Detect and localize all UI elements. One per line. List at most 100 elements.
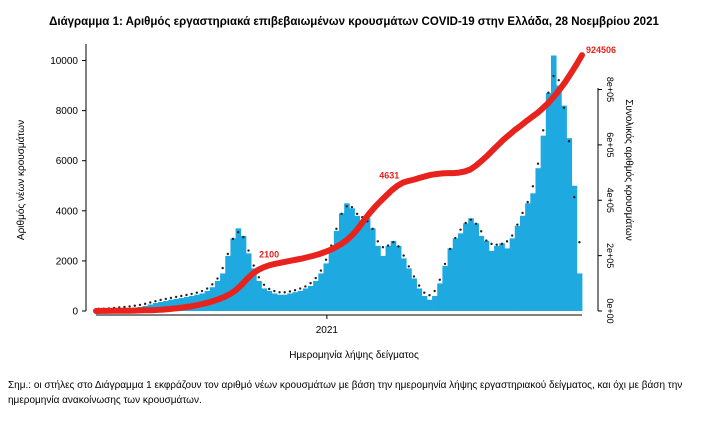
y-axis-right: 0e+00 2e+05 4e+05 6e+05 8e+05 <box>597 77 615 324</box>
avg-point <box>552 74 555 78</box>
avg-point <box>479 230 483 233</box>
bar <box>261 288 268 311</box>
avg-point <box>454 236 457 240</box>
footnote: Σημ.: οι στήλες στο Διάγραμμα 1 εκφράζου… <box>8 380 683 406</box>
avg-point <box>143 302 147 306</box>
bar <box>307 285 314 311</box>
avg-point <box>392 241 395 244</box>
avg-point <box>505 240 509 243</box>
bar <box>375 245 381 311</box>
bar <box>240 235 247 311</box>
annotation-low: 2100 <box>259 249 279 259</box>
bar <box>251 268 257 311</box>
avg-point <box>459 228 462 231</box>
bar <box>245 253 252 311</box>
bar <box>530 193 536 311</box>
avg-point <box>190 292 193 296</box>
avg-point <box>262 283 266 286</box>
avg-point <box>133 304 136 307</box>
bar <box>318 273 324 311</box>
bar <box>395 245 402 311</box>
avg-point <box>180 294 183 298</box>
bar <box>457 233 464 311</box>
avg-point <box>221 266 224 270</box>
bar <box>313 280 319 311</box>
chart-plot: 0 2000 4000 6000 8000 10000 0e+00 2e+05 4e+05 6e… <box>50 44 616 336</box>
avg-point <box>516 223 519 226</box>
avg-point <box>547 91 550 94</box>
avg-point <box>542 129 545 132</box>
y-tick-label: 10000 <box>50 56 78 67</box>
bar <box>504 248 511 311</box>
y-axis-label-right: Συνολικός αριθμός κρουσμάτων <box>623 99 634 241</box>
bar <box>514 225 521 311</box>
y-tick-label: 4000 <box>56 206 79 217</box>
avg-point <box>386 244 390 247</box>
bar <box>478 235 485 311</box>
bar <box>571 185 578 311</box>
avg-point <box>464 221 467 225</box>
bar <box>292 292 299 311</box>
bar <box>287 293 293 311</box>
bar <box>385 245 392 311</box>
bar <box>509 238 516 311</box>
avg-point <box>402 254 405 257</box>
bar <box>328 248 335 311</box>
bar <box>333 230 340 311</box>
avg-point <box>428 294 431 297</box>
avg-point <box>216 277 219 280</box>
cumulative-line <box>93 52 585 314</box>
bar <box>556 85 562 311</box>
avg-point <box>242 236 245 239</box>
bar <box>473 223 479 311</box>
avg-point <box>376 240 379 243</box>
bar <box>178 297 185 311</box>
avg-point <box>268 287 271 291</box>
avg-point <box>299 287 302 290</box>
avg-point <box>236 230 240 234</box>
bar <box>468 218 474 311</box>
avg-point <box>562 106 566 109</box>
bar <box>349 208 355 311</box>
avg-point <box>526 200 529 204</box>
chart-title: Διάγραμμα 1: Αριθμός εργαστηριακά επιβεβ… <box>49 16 659 28</box>
avg-point <box>128 305 131 308</box>
y2-tick-label: 4e+05 <box>605 188 615 213</box>
bar <box>545 93 552 311</box>
bar <box>163 300 169 311</box>
avg-point <box>309 281 312 285</box>
avg-point <box>423 291 426 294</box>
avg-point <box>293 289 297 292</box>
avg-point <box>211 283 214 286</box>
y-tick-label: 2000 <box>56 256 79 267</box>
avg-point <box>578 241 581 244</box>
y2-tick-label: 8e+05 <box>605 77 615 102</box>
bar <box>494 245 500 311</box>
bar <box>354 215 361 311</box>
bar <box>550 55 557 311</box>
avg-point <box>278 291 281 294</box>
avg-point <box>340 212 343 216</box>
avg-point <box>252 264 255 267</box>
y2-tick-label: 6e+05 <box>605 132 615 157</box>
avg-point <box>531 185 535 188</box>
avg-point <box>511 234 514 237</box>
avg-point <box>443 262 447 266</box>
avg-point <box>164 297 167 301</box>
avg-point <box>319 269 323 272</box>
bar <box>540 135 547 311</box>
avg-point <box>195 291 199 294</box>
avg-point <box>345 205 348 208</box>
bar <box>364 218 371 311</box>
avg-point <box>138 303 142 307</box>
avg-point <box>371 227 374 231</box>
avg-point <box>288 290 292 293</box>
avg-point <box>490 242 493 246</box>
avg-point <box>412 275 416 278</box>
bar <box>525 203 531 311</box>
y2-tick-label: 2e+05 <box>605 243 615 268</box>
bar <box>152 302 159 311</box>
avg-point <box>200 289 204 293</box>
avg-point <box>247 249 250 252</box>
y2-tick-label: 0e+00 <box>605 298 615 323</box>
